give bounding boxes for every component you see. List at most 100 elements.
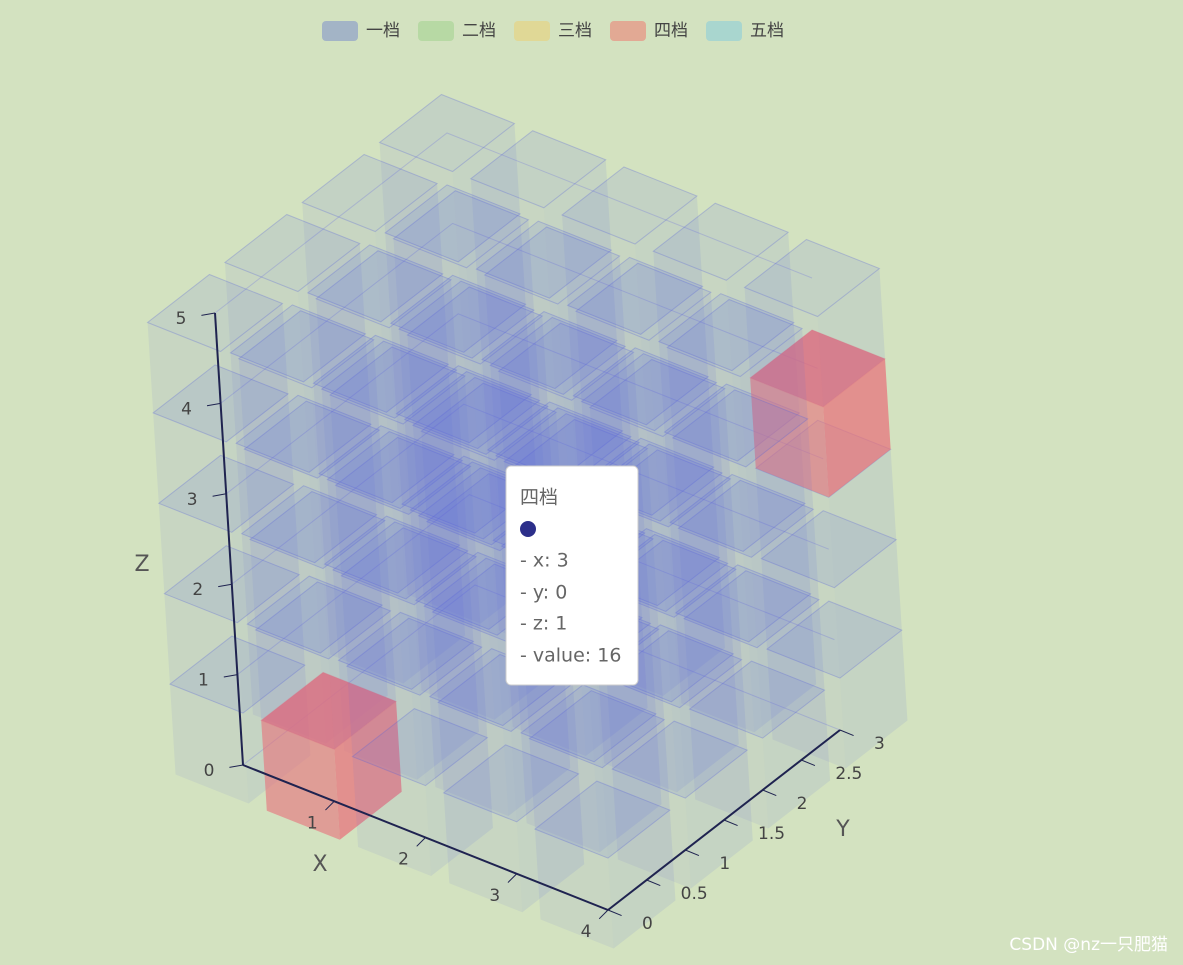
cube-face (332, 569, 412, 690)
cube-face (328, 610, 397, 750)
cube-face (484, 275, 564, 395)
cube-face (346, 666, 426, 786)
legend-swatch (322, 21, 358, 41)
cube-face (549, 250, 617, 389)
cube-face (744, 287, 824, 407)
z-tick-label: 4 (181, 399, 192, 419)
cube-face (672, 437, 752, 558)
cube-top (318, 425, 455, 504)
grid-line (231, 403, 829, 585)
tooltip-line: - z: 1 (520, 613, 567, 635)
cube-face (250, 539, 329, 659)
cube-top (561, 166, 698, 245)
grid-line (237, 494, 835, 675)
cube-top (666, 298, 804, 378)
cube-face (419, 647, 488, 786)
cube-top (306, 244, 444, 323)
y-tick-mark (801, 759, 816, 767)
cube-face (511, 683, 579, 822)
cube-face (236, 443, 315, 563)
cube-top (533, 780, 671, 859)
cube-face (230, 352, 310, 473)
cube-face (529, 738, 608, 859)
cube-face (660, 473, 728, 612)
cube-top (301, 153, 439, 233)
cube-top (669, 473, 806, 553)
cube-face (411, 641, 480, 780)
y-tick-mark (646, 879, 661, 887)
cube-face (748, 593, 817, 733)
cube-face (316, 298, 395, 419)
cube-top (260, 671, 398, 750)
cube-top (254, 581, 392, 660)
cube-face (562, 215, 641, 335)
cube-top (403, 370, 541, 450)
cube-top (412, 376, 549, 455)
cube-top (331, 521, 469, 600)
cube-face (410, 509, 489, 630)
cube-face (463, 304, 532, 443)
cube-face (555, 340, 623, 479)
cube-top (520, 684, 657, 763)
cube-top (398, 280, 535, 359)
cube-face (685, 750, 753, 889)
cube-face (612, 769, 691, 889)
cube-top (760, 510, 898, 589)
y-tick-label: 1.5 (758, 824, 785, 844)
cube-face (352, 756, 432, 876)
cube-face (458, 213, 526, 353)
cube-face (309, 424, 377, 563)
cube-face (671, 653, 739, 793)
cube-top (605, 630, 743, 709)
cube-top (378, 93, 516, 173)
cube-face (567, 305, 647, 425)
cube-face (834, 539, 902, 679)
cube-face (237, 574, 305, 714)
cube-face (761, 558, 840, 679)
cube-face (534, 829, 614, 949)
cube-top (674, 564, 812, 643)
cube-face (380, 273, 449, 413)
cube-top (572, 347, 710, 426)
legend-label: 四档 (654, 21, 688, 41)
cube-face (153, 412, 232, 533)
cube-face (313, 383, 393, 503)
cube-face (379, 142, 459, 262)
z-tick-mark (206, 402, 221, 407)
cube-top (351, 708, 489, 787)
cube-face (407, 335, 486, 455)
cube-face (425, 737, 493, 876)
cube-face (319, 473, 398, 594)
cube-top (481, 310, 618, 390)
cube-top (743, 238, 881, 318)
cube-face (426, 521, 506, 642)
cube-face (386, 364, 454, 503)
cube-face (302, 202, 381, 322)
cube-top (475, 220, 613, 299)
cube-face (452, 123, 521, 262)
cube-face (164, 593, 243, 714)
cube-face (169, 684, 249, 804)
cube-face (389, 279, 457, 419)
cube-top (442, 744, 580, 823)
legend-swatch (418, 21, 454, 41)
cube-face (324, 564, 404, 684)
cube-face (755, 468, 835, 588)
cube-face (490, 365, 569, 485)
z-tick-label: 3 (187, 490, 198, 510)
cube-face (226, 393, 294, 533)
grid-line (220, 222, 818, 404)
cube-top (528, 690, 666, 769)
legend-swatch (514, 21, 550, 41)
grid-line (214, 132, 813, 314)
cube-face (498, 371, 578, 491)
cube-top (688, 660, 826, 739)
y-tick-mark (607, 909, 622, 917)
y-tick-label: 0.5 (681, 884, 708, 904)
cube-top (320, 340, 458, 419)
cube-face (668, 478, 736, 618)
axis-line (214, 312, 244, 766)
x-tick-mark (416, 837, 426, 847)
cube-top (229, 304, 367, 383)
legend-label: 一档 (366, 21, 400, 41)
